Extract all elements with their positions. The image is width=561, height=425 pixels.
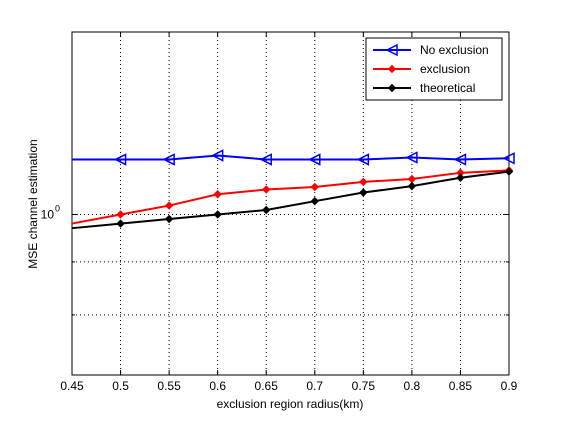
- x-tick-label: 0.45: [60, 379, 84, 393]
- data-point-exclusion: [359, 177, 368, 187]
- series-theoretical: [71, 167, 514, 230]
- data-point-theoretical: [213, 210, 222, 219]
- legend-marker: [387, 83, 397, 93]
- y-tick-label: 10: [41, 207, 55, 221]
- x-tick-label: 0.55: [157, 379, 181, 393]
- data-point-theoretical: [504, 167, 514, 176]
- series-no-exclusion: [72, 149, 515, 166]
- x-tick-label: 0.75: [352, 379, 376, 393]
- data-point-exclusion: [310, 182, 319, 192]
- x-tick-label: 0.65: [255, 379, 279, 393]
- data-point-theoretical: [456, 173, 465, 182]
- data-point-no-exclusion: [405, 151, 418, 164]
- tick-labels: 0.45 0.5 0.55 0.6 0.65 0.7 0.75 0.8 0.85 0.9 10 0: [41, 203, 518, 393]
- data-point-no-exclusion: [308, 153, 321, 166]
- legend-marker: [385, 43, 398, 57]
- legend-label: No exclusion: [420, 43, 489, 57]
- x-tick-label: 0.6: [209, 379, 226, 393]
- axes-frame: [71, 31, 510, 376]
- y-tick-label-exponent: 0: [55, 203, 60, 213]
- data-point-no-exclusion: [162, 153, 175, 166]
- data-point-theoretical: [262, 205, 271, 215]
- data-point-exclusion: [164, 201, 174, 210]
- x-tick-label: 0.8: [404, 379, 421, 393]
- y-axis-label: MSE channel estimation: [26, 139, 40, 268]
- data-point-theoretical: [359, 188, 368, 197]
- data-point-exclusion: [262, 185, 271, 194]
- data-point-no-exclusion: [356, 153, 370, 166]
- series-exclusion: [71, 166, 514, 225]
- legend-label: theoretical: [420, 81, 475, 95]
- data-point-no-exclusion: [502, 152, 515, 165]
- legend-entry-exclusion: exclusion: [373, 62, 470, 76]
- series-line-exclusion: [71, 169, 510, 225]
- data-point-theoretical: [164, 214, 174, 224]
- data-point-no-exclusion: [210, 149, 224, 162]
- plot-frame: [71, 31, 510, 376]
- x-tick-label: 0.85: [449, 379, 473, 393]
- legend: No exclusion exclusion theoretical: [365, 37, 503, 101]
- series-layer: [71, 149, 515, 230]
- x-tick-label: 0.5: [112, 379, 129, 393]
- series-line-no-exclusion: [72, 154, 510, 161]
- x-axis-label: exclusion region radius(km): [217, 397, 364, 411]
- data-point-no-exclusion: [453, 153, 467, 166]
- data-point-exclusion: [116, 210, 125, 219]
- data-point-no-exclusion: [259, 153, 272, 166]
- legend-entry-theoretical: theoretical: [373, 81, 475, 95]
- x-tick-label: 0.9: [501, 379, 518, 393]
- data-point-no-exclusion: [113, 153, 127, 166]
- data-point-theoretical: [310, 196, 319, 206]
- data-point-theoretical: [407, 181, 417, 191]
- legend-entry-no-exclusion: No exclusion: [373, 43, 489, 57]
- data-point-exclusion: [213, 190, 222, 199]
- data-point-theoretical: [116, 219, 125, 228]
- series-line-theoretical: [71, 170, 510, 230]
- legend-marker: [387, 64, 397, 74]
- x-tick-label: 0.7: [306, 379, 323, 393]
- legend-label: exclusion: [420, 62, 470, 76]
